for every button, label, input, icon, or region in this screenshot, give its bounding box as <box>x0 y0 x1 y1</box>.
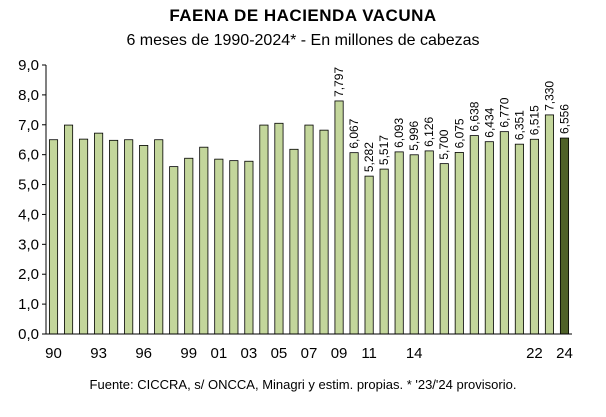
x-tick-label: 07 <box>301 345 318 362</box>
bar-2014 <box>409 154 419 335</box>
y-tick-label: 6,0 <box>18 147 39 164</box>
bar-2015 <box>424 150 434 335</box>
x-tick-label: 11 <box>361 345 377 362</box>
data-label-2013: 6,093 <box>392 118 406 148</box>
bar-2011 <box>364 175 374 335</box>
bar-2006 <box>289 148 299 335</box>
chart-subtitle: 6 meses de 1990-2024* - En millones de c… <box>126 32 480 49</box>
bar-2017 <box>454 152 464 335</box>
bar-1992 <box>79 138 89 335</box>
bar-2024 <box>559 137 570 335</box>
data-label-2020: 6,770 <box>497 97 511 127</box>
data-label-2024: 6,556 <box>557 104 571 134</box>
y-tick-label: 8,0 <box>18 87 39 104</box>
bar-2020 <box>499 131 509 335</box>
bar-2018 <box>469 135 479 335</box>
x-tick-label: 03 <box>241 345 258 362</box>
bar-1998 <box>169 166 179 335</box>
y-tick-label: 4,0 <box>18 206 39 223</box>
bar-1994 <box>109 139 119 335</box>
bar-2005 <box>274 122 284 335</box>
y-tick-label: 7,0 <box>18 117 39 134</box>
data-label-2009: 7,797 <box>332 67 346 97</box>
x-tick-label: 99 <box>180 345 197 362</box>
bar-1995 <box>124 139 134 335</box>
bar-2000 <box>199 146 209 335</box>
bar-2019 <box>484 141 494 335</box>
chart-source-note: Fuente: CICCRA, s/ ONCCA, Minagri y esti… <box>89 377 517 392</box>
bar-1993 <box>94 132 104 335</box>
bar-1997 <box>154 139 164 335</box>
data-label-2019: 6,434 <box>482 107 496 137</box>
y-tick-label: 1,0 <box>18 296 39 313</box>
bar-2007 <box>304 124 314 335</box>
bar-2021 <box>514 143 524 335</box>
x-tick-label: 96 <box>135 345 152 362</box>
data-label-2011: 5,282 <box>362 142 376 172</box>
bar-2002 <box>229 160 239 335</box>
data-label-2012: 5,517 <box>377 135 391 165</box>
x-tick-label: 01 <box>210 345 227 362</box>
data-label-2017: 6,075 <box>452 118 466 148</box>
data-label-2015: 6,126 <box>422 117 436 147</box>
x-tick-label: 22 <box>526 345 543 362</box>
bar-2010 <box>349 152 359 335</box>
bar-2016 <box>439 163 449 335</box>
x-tick-label: 93 <box>90 345 107 362</box>
bar-2012 <box>379 168 389 335</box>
bar-2001 <box>214 158 224 335</box>
bar-1990 <box>48 139 59 335</box>
bar-2003 <box>244 160 254 335</box>
data-label-2016: 5,700 <box>437 129 451 159</box>
x-tick-label: 24 <box>556 345 573 362</box>
bar-2009 <box>334 100 344 335</box>
bar-2023 <box>544 114 554 335</box>
data-label-2010: 6,067 <box>347 118 361 148</box>
y-tick-label: 3,0 <box>18 236 39 253</box>
bar-2004 <box>259 124 269 335</box>
data-label-2018: 6,638 <box>467 101 481 131</box>
y-tick-label: 0,0 <box>18 326 39 343</box>
data-label-2022: 6,515 <box>527 105 541 135</box>
x-tick-label: 09 <box>331 345 348 362</box>
data-label-2014: 5,996 <box>407 120 421 150</box>
data-label-2021: 6,351 <box>512 110 526 140</box>
bar-2022 <box>529 138 539 335</box>
bar-2013 <box>394 151 404 335</box>
y-tick-label: 9,0 <box>18 57 39 74</box>
y-tick-label: 2,0 <box>18 266 39 283</box>
bar-1999 <box>184 157 194 335</box>
x-tick-label: 05 <box>271 345 288 362</box>
bar-1996 <box>139 145 149 335</box>
x-tick-label: 14 <box>406 345 423 362</box>
x-tick-label: 90 <box>45 345 62 362</box>
y-tick-label: 5,0 <box>18 177 39 194</box>
data-label-2023: 7,330 <box>542 81 556 111</box>
bar-2008 <box>319 129 329 335</box>
chart-title: FAENA DE HACIENDA VACUNA <box>169 6 437 25</box>
bar-1991 <box>64 124 74 335</box>
